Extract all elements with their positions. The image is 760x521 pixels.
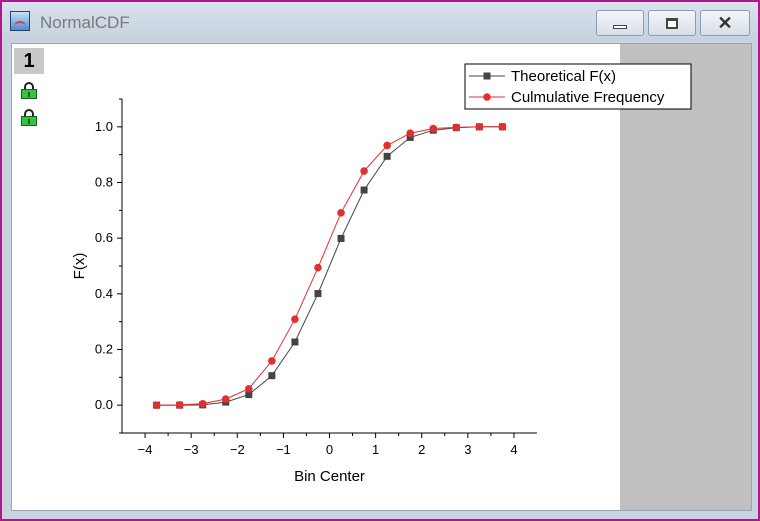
- layer-1-tab[interactable]: 1: [14, 48, 44, 74]
- data-point[interactable]: [314, 263, 322, 272]
- data-point[interactable]: [360, 167, 368, 175]
- data-point[interactable]: [383, 141, 391, 150]
- close-button[interactable]: ✕: [700, 10, 750, 36]
- graph-app-icon[interactable]: [10, 11, 30, 31]
- data-point[interactable]: [360, 186, 368, 194]
- x-tick-label: −2: [230, 442, 245, 457]
- data-point[interactable]: [475, 123, 484, 131]
- data-point[interactable]: [498, 123, 507, 131]
- data-point[interactable]: [221, 395, 230, 403]
- series-line-1: [156, 126, 503, 406]
- data-point[interactable]: [406, 129, 414, 138]
- cdf-plot[interactable]: 0.0 0.2 0.4 0.6 0.8 1.0 −4 −3 −2 −1 0 1 2 3 4 Bin Cente…: [12, 44, 751, 510]
- legend-label: Culmulative Frequency: [511, 89, 665, 106]
- y-axis-title: F(x): [71, 253, 88, 280]
- data-point[interactable]: [337, 234, 345, 242]
- window-title: NormalCDF: [40, 13, 130, 32]
- legend-box[interactable]: [464, 63, 692, 110]
- close-icon: ✕: [717, 13, 733, 33]
- data-point[interactable]: [198, 399, 207, 408]
- legend-marker: [483, 93, 491, 101]
- data-point[interactable]: [337, 209, 345, 217]
- x-tick-label: −3: [184, 442, 199, 457]
- data-point[interactable]: [383, 152, 391, 160]
- data-point[interactable]: [152, 401, 161, 409]
- x-tick-label: 4: [510, 442, 517, 457]
- page-outside-area: [620, 44, 751, 510]
- x-tick-label: −1: [276, 442, 291, 457]
- series-line-2: [156, 126, 503, 406]
- data-point[interactable]: [268, 357, 276, 365]
- data-point[interactable]: [291, 338, 299, 346]
- data-point[interactable]: [406, 133, 414, 141]
- x-tick-label: 2: [418, 442, 425, 457]
- data-point[interactable]: [314, 290, 322, 298]
- data-point[interactable]: [245, 391, 253, 399]
- x-tick-label: 0: [326, 442, 333, 457]
- graph-page[interactable]: 1 0.0 0.2 0.4 0.6 0.8 1.0 −4 −3 −2 −1 0 1 2 3 4 Bin Cen…: [11, 43, 752, 511]
- data-point[interactable]: [245, 384, 253, 393]
- x-tick-label: −4: [138, 442, 153, 457]
- legend-label: Theoretical F(x): [511, 68, 616, 85]
- y-tick-label: 0.6: [95, 230, 113, 245]
- data-point[interactable]: [429, 124, 438, 133]
- minimize-icon: [613, 25, 627, 29]
- x-tick-label: 1: [372, 442, 379, 457]
- y-tick-label: 0.8: [95, 175, 113, 190]
- y-tick-label: 0.2: [95, 342, 113, 357]
- y-tick-label: 0.4: [95, 286, 113, 301]
- x-axis-title: Bin Center: [294, 468, 365, 485]
- minimize-button[interactable]: [596, 10, 644, 36]
- maximize-button[interactable]: [648, 10, 696, 36]
- data-point[interactable]: [291, 315, 299, 323]
- legend-marker: [483, 72, 491, 80]
- x-tick-label: 3: [464, 442, 471, 457]
- data-point[interactable]: [452, 123, 461, 132]
- title-bar[interactable]: NormalCDF ✕: [2, 2, 758, 40]
- data-point[interactable]: [268, 372, 276, 380]
- lock-icon[interactable]: [21, 82, 37, 99]
- lock-icon[interactable]: [21, 109, 37, 126]
- y-tick-label: 1.0: [95, 119, 113, 134]
- data-point[interactable]: [175, 401, 184, 409]
- maximize-icon: [666, 17, 678, 29]
- y-tick-label: 0.0: [95, 397, 113, 412]
